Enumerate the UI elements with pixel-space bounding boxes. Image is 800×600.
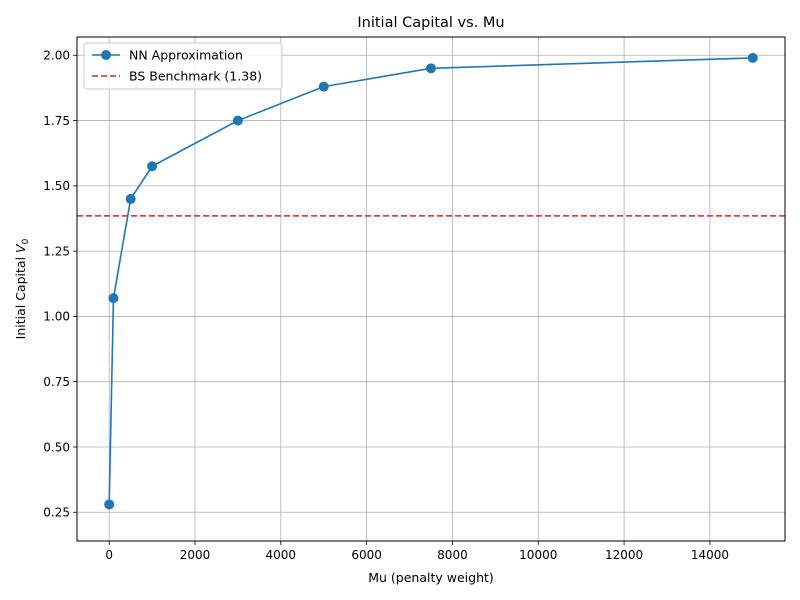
x-tick-label: 2000 xyxy=(180,548,211,562)
y-tick-label: 1.75 xyxy=(43,114,70,128)
y-tick-label: 0.50 xyxy=(43,440,70,454)
data-point xyxy=(147,161,158,172)
x-tick-label: 4000 xyxy=(266,548,297,562)
series-line-nn-approximation xyxy=(108,57,753,505)
plot-frame xyxy=(76,36,786,542)
legend-label-nn: NN Approximation xyxy=(129,48,243,63)
legend: NN Approximation BS Benchmark (1.38) xyxy=(83,42,283,90)
y-axis-label-text: Initial Capital xyxy=(13,253,28,339)
legend-box xyxy=(83,42,283,90)
data-point xyxy=(108,293,119,304)
legend-swatch-nn-marker xyxy=(101,50,111,60)
x-axis-label: Mu (penalty weight) xyxy=(368,570,494,585)
y-tick-label: 2.00 xyxy=(43,49,70,63)
plot-area xyxy=(76,36,786,542)
x-tick-label: 14000 xyxy=(691,548,729,562)
y-tick-label: 1.25 xyxy=(43,244,70,258)
data-point xyxy=(318,81,329,92)
y-axis-label-variable: V xyxy=(13,243,28,253)
chart-title: Initial Capital vs. Mu xyxy=(357,15,504,31)
data-point xyxy=(426,63,436,74)
series-lines xyxy=(108,57,753,505)
y-tick-label: 0.75 xyxy=(43,375,70,389)
y-tick-label: 1.00 xyxy=(43,310,70,324)
legend-label-benchmark: BS Benchmark (1.38) xyxy=(129,69,262,84)
x-axis-ticks: 0 2000 4000 6000 8000 10000 12000 14000 xyxy=(105,541,729,562)
data-point xyxy=(232,115,243,126)
x-tick-label: 8000 xyxy=(437,548,468,562)
y-axis-label: Initial Capital V0 xyxy=(13,238,31,339)
data-point xyxy=(747,52,758,63)
x-tick-label: 0 xyxy=(105,548,113,562)
y-tick-label: 0.25 xyxy=(43,506,70,520)
y-axis-label-subscript: 0 xyxy=(21,238,31,244)
series-points xyxy=(104,52,758,510)
data-point xyxy=(125,193,136,204)
x-tick-label: 12000 xyxy=(605,548,643,562)
x-tick-label: 6000 xyxy=(351,548,382,562)
plot-background xyxy=(77,37,785,541)
x-gridlines xyxy=(108,37,711,541)
y-tick-label: 1.50 xyxy=(43,179,70,193)
x-tick-label: 10000 xyxy=(519,548,557,562)
data-point xyxy=(104,499,115,510)
y-axis-ticks: 0.25 0.50 0.75 1.00 1.25 1.50 1.75 2.00 xyxy=(43,49,77,520)
